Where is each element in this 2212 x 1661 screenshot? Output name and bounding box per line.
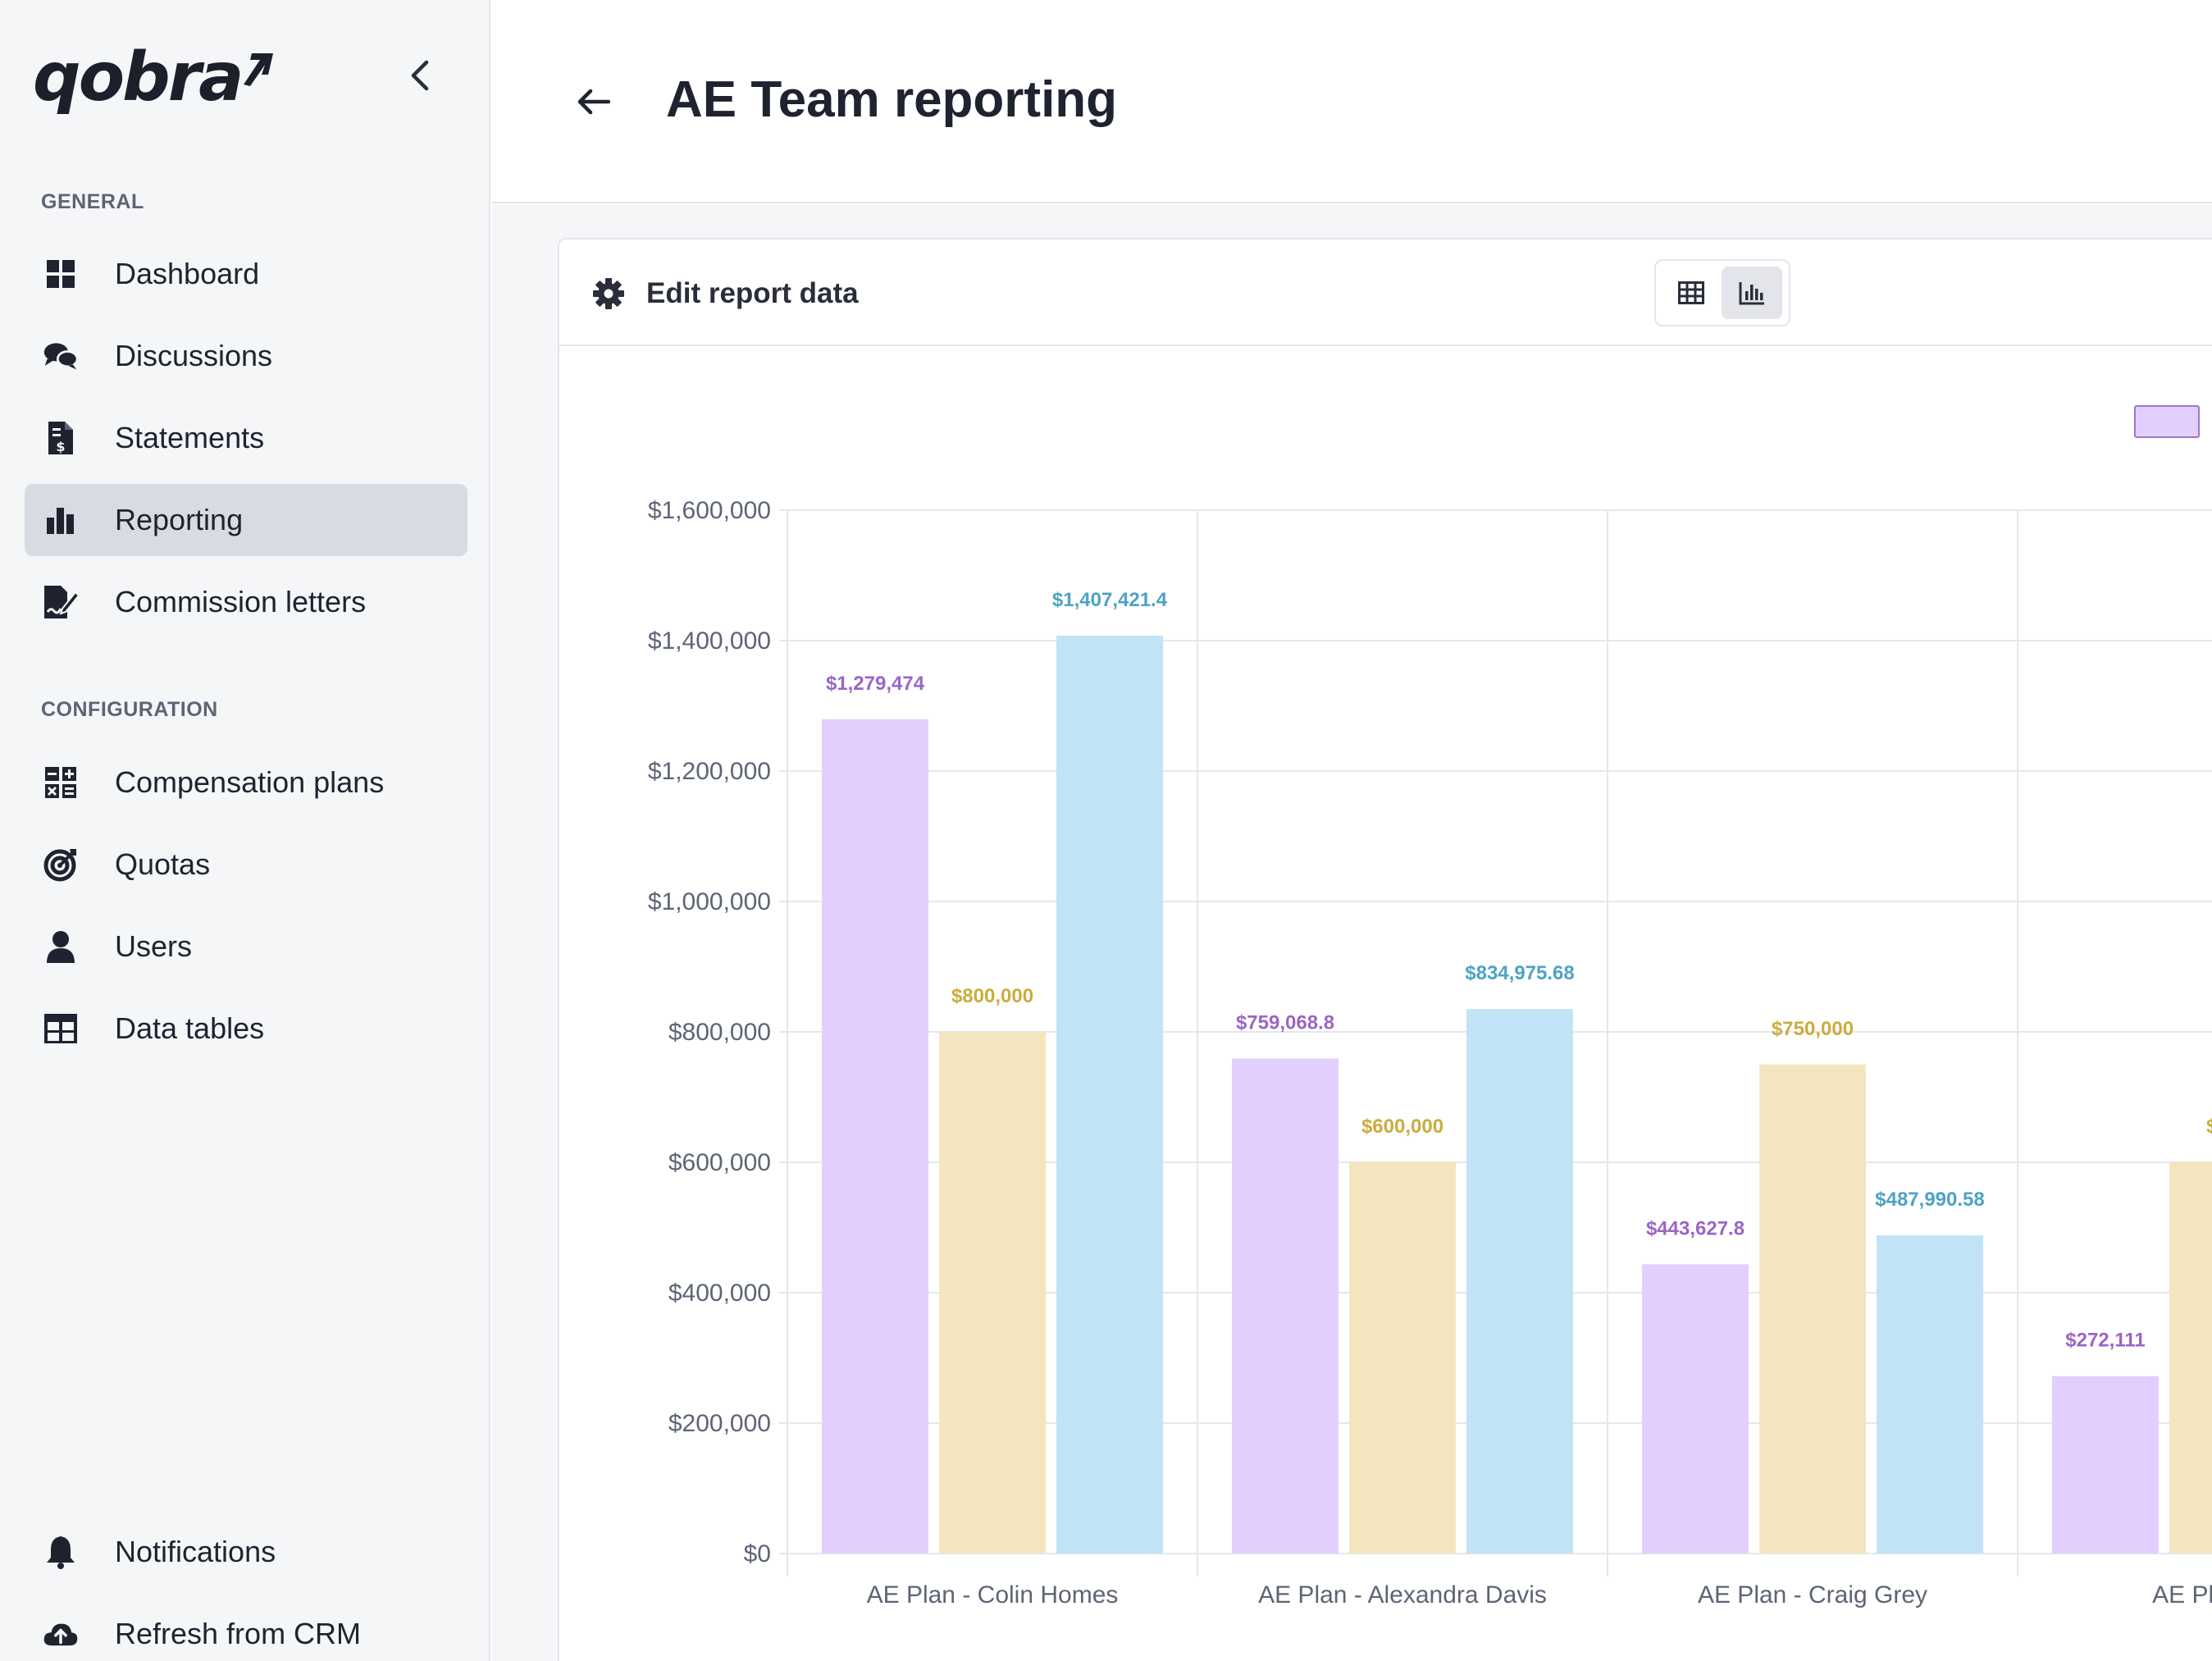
calculator-grid-icon: [43, 764, 79, 801]
data-label: $800,000: [951, 985, 1033, 1007]
sidebar-item-dashboard[interactable]: Dashboard: [25, 238, 467, 310]
table-grid-icon: [1678, 281, 1704, 304]
sidebar-item-reporting[interactable]: Reporting: [25, 484, 467, 556]
bar: [1056, 636, 1163, 1554]
y-tick-label: $1,200,000: [648, 758, 771, 785]
data-label: $272,111: [2065, 1330, 2145, 1352]
chart-view-button[interactable]: [1722, 267, 1782, 319]
y-tick-label: $600,000: [668, 1149, 771, 1176]
document-dollar-icon: $: [43, 420, 79, 456]
signature-document-icon: [43, 584, 79, 620]
table-icon: [43, 1011, 79, 1047]
sidebar-item-refresh-from-crm[interactable]: Refresh from CRM: [25, 1598, 467, 1661]
user-icon: [43, 929, 79, 965]
qobra-logo[interactable]: qobra: [33, 41, 276, 115]
chevron-left-icon: [411, 60, 429, 91]
sidebar-item-label: Quotas: [115, 847, 211, 881]
y-tick-label: $200,000: [668, 1410, 771, 1437]
y-tick-label: $1,000,000: [648, 888, 771, 915]
sidebar-item-label: Dashboard: [115, 257, 260, 290]
sidebar-item-notifications[interactable]: Notifications: [25, 1516, 467, 1588]
y-tick-label: $1,400,000: [648, 627, 771, 655]
data-label: $750,000: [1772, 1018, 1854, 1040]
data-label: $1,407,421.4: [1052, 589, 1168, 611]
bar: [939, 1032, 1046, 1554]
cloud-upload-icon: [43, 1616, 79, 1652]
data-label: $1,279,474: [826, 673, 925, 695]
sidebar-item-statements[interactable]: $ Statements: [25, 402, 467, 474]
sidebar-item-label: Compensation plans: [115, 765, 385, 799]
arrow-left-icon: [577, 89, 610, 115]
view-toggle: [1654, 259, 1790, 326]
sidebar-item-label: Statements: [115, 421, 265, 454]
page-header: AE Team reporting: [492, 0, 2212, 203]
x-tick-label: AE Plan - Craig Grey: [1698, 1581, 1927, 1609]
bar-chart-icon: [43, 502, 79, 538]
sidebar-item-label: Reporting: [115, 503, 244, 536]
data-label: $600,000: [1361, 1116, 1444, 1138]
sidebar-item-label: Refresh from CRM: [115, 1617, 362, 1650]
bar: [2169, 1162, 2212, 1554]
bar: [1232, 1058, 1339, 1554]
legend-swatch[interactable]: [2134, 405, 2200, 438]
table-view-button[interactable]: [1661, 267, 1722, 319]
sidebar-item-discussions[interactable]: Discussions: [25, 320, 467, 392]
data-label: $759,068.8: [1236, 1012, 1334, 1034]
sidebar-item-compensation-plans[interactable]: Compensation plans: [25, 746, 467, 819]
y-tick-label: $1,600,000: [648, 497, 771, 524]
card-toolbar: Edit report data: [559, 240, 2212, 346]
bar: [1349, 1162, 1456, 1554]
dashboard-icon: [43, 256, 79, 292]
bar: [1466, 1009, 1573, 1554]
bar: [1642, 1264, 1749, 1554]
y-tick-label: $400,000: [668, 1280, 771, 1307]
data-label: $443,627.8: [1646, 1217, 1745, 1239]
bar-chart-view-icon: [1739, 282, 1764, 305]
sidebar-item-label: Notifications: [115, 1535, 276, 1568]
sidebar-item-label: Commission letters: [115, 585, 367, 618]
section-label-general: GENERAL: [41, 190, 144, 213]
x-tick-label: AE Plan - Cy: [2152, 1581, 2212, 1609]
sidebar: qobra GENERAL Dashboard Discussions $ St…: [0, 0, 490, 1661]
data-label: $487,990.58: [1875, 1189, 1984, 1211]
collapse-sidebar-button[interactable]: [400, 56, 440, 95]
bar: [1877, 1235, 1983, 1554]
logo-arrow-icon: [243, 53, 273, 86]
back-button[interactable]: [571, 79, 617, 125]
sidebar-item-users[interactable]: Users: [25, 910, 467, 983]
data-label: $834,975.68: [1465, 962, 1574, 984]
gear-icon: [593, 278, 624, 309]
sidebar-item-label: Data tables: [115, 1011, 265, 1045]
section-label-configuration: CONFIGURATION: [41, 698, 218, 721]
bar: [822, 719, 928, 1554]
target-icon: [43, 846, 79, 883]
sidebar-item-data-tables[interactable]: Data tables: [25, 992, 467, 1065]
sidebar-item-commission-letters[interactable]: Commission letters: [25, 566, 467, 638]
sidebar-item-quotas[interactable]: Quotas: [25, 828, 467, 901]
y-tick-label: $0: [744, 1540, 771, 1567]
logo-text: qobra: [33, 39, 244, 116]
bell-icon: [43, 1534, 79, 1570]
edit-report-data-label: Edit report data: [646, 277, 859, 309]
svg-text:$: $: [56, 439, 65, 454]
x-tick-label: AE Plan - Alexandra Davis: [1258, 1581, 1547, 1609]
data-label: $60: [2206, 1116, 2212, 1138]
chat-bubbles-icon: [43, 338, 79, 374]
x-tick-label: AE Plan - Colin Homes: [867, 1581, 1119, 1609]
sidebar-item-label: Users: [115, 929, 193, 963]
edit-report-data-button[interactable]: Edit report data: [592, 269, 859, 318]
bar: [2052, 1376, 2159, 1554]
page-title: AE Team reporting: [666, 71, 1118, 128]
y-tick-label: $800,000: [668, 1019, 771, 1046]
sidebar-item-label: Discussions: [115, 339, 273, 372]
bar: [1759, 1064, 1866, 1554]
